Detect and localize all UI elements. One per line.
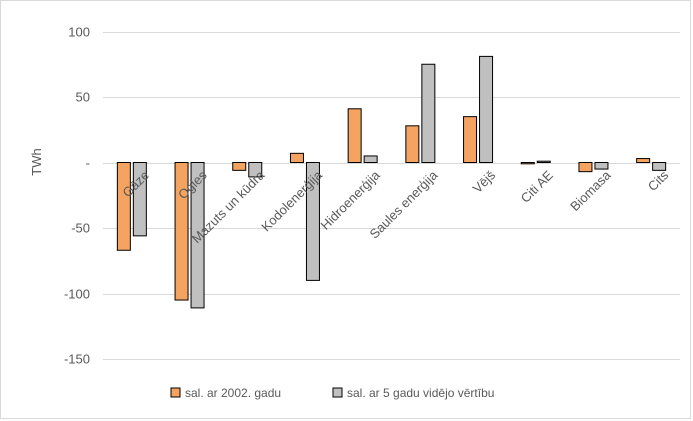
bar xyxy=(421,63,436,163)
bar xyxy=(132,162,147,237)
legend-label: sal. ar 5 gadu vidējo vērtību xyxy=(347,386,494,400)
category-label: Citi AE xyxy=(518,167,556,205)
y-tick-label: -50 xyxy=(71,221,90,236)
bar xyxy=(190,162,205,309)
bar xyxy=(248,162,263,178)
bar xyxy=(289,152,304,164)
bar xyxy=(232,162,247,171)
bar xyxy=(594,162,609,170)
category-label: Biomasa xyxy=(567,167,614,214)
bar xyxy=(174,162,189,301)
bar xyxy=(536,160,551,164)
bar xyxy=(347,108,362,163)
bar xyxy=(305,162,320,281)
y-tick-label: 50 xyxy=(76,90,90,105)
bar xyxy=(520,162,535,165)
bar xyxy=(363,155,378,163)
legend-swatch xyxy=(170,387,181,398)
y-axis-title: TWh xyxy=(29,148,44,175)
category-label: Cits xyxy=(645,167,672,194)
bar xyxy=(652,162,667,171)
legend-swatch xyxy=(332,387,343,398)
y-tick-label: - xyxy=(86,156,90,171)
bar xyxy=(463,116,478,163)
category-label: Vējš xyxy=(470,167,499,196)
y-tick-label: -150 xyxy=(64,352,90,367)
bar xyxy=(636,158,651,164)
bar xyxy=(405,125,420,163)
bar xyxy=(479,55,494,163)
bar xyxy=(116,162,131,251)
legend-label: sal. ar 2002. gadu xyxy=(185,386,281,400)
y-tick-label: 100 xyxy=(68,25,90,40)
bar xyxy=(578,162,593,173)
y-tick-label: -100 xyxy=(64,287,90,302)
